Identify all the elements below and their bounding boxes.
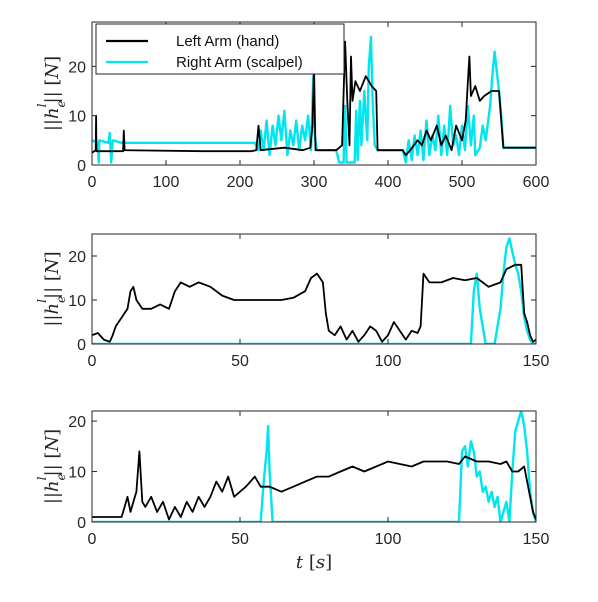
legend: Left Arm (hand) Right Arm (scalpel): [95, 23, 345, 75]
series-left-arm-1: [92, 40, 536, 156]
y-axis-label-1: ||hel|| [N]: [35, 56, 68, 131]
legend-label-left: Left Arm (hand): [176, 33, 279, 50]
series-right-arm-3: [92, 411, 536, 522]
axes-frame-3: [91, 410, 537, 523]
panel-1: 0 100 200 300 400 500 600 0 10 20||hel|| [N]: [35, 21, 550, 191]
legend-label-right: Right Arm (scalpel): [176, 54, 303, 71]
x-axis-label: t [s]: [296, 552, 332, 573]
series-left-arm-2: [92, 263, 536, 343]
x-tick-label: 600: [523, 174, 550, 191]
x-tick-label: 50: [231, 531, 249, 548]
legend-box: [95, 23, 345, 75]
x-tick-label: 0: [88, 353, 97, 370]
series-right-arm-2: [92, 237, 536, 344]
x-tick-label: 0: [88, 531, 97, 548]
y-axis-label-2: ||hel|| [N]: [35, 251, 68, 326]
x-tick-label: 0: [88, 174, 97, 191]
y-tick-label: 0: [77, 515, 86, 532]
y-tick-label: 0: [77, 158, 86, 175]
x-tick-label: 150: [523, 531, 550, 548]
x-tick-label: 50: [231, 353, 249, 370]
series-right-arm-1: [92, 35, 536, 164]
y-tick-label: 10: [68, 109, 86, 126]
y-tick-label: 10: [68, 465, 86, 482]
y-axis-label-3: ||hel|| [N]: [35, 429, 68, 504]
x-tick-label: 100: [153, 174, 180, 191]
panel-3: 0 50 100 150 0 10 20||hel|| [N]: [35, 410, 550, 548]
panel-2: 0 50 100 150 0 10 20||hel|| [N]: [35, 233, 550, 370]
y-tick-label: 0: [77, 337, 86, 354]
x-tick-label: 100: [375, 353, 402, 370]
y-tick-label: 20: [68, 249, 86, 266]
y-tick-label: 10: [68, 293, 86, 310]
y-tick-label: 20: [68, 414, 86, 431]
y-tick-label: 20: [68, 59, 86, 76]
series-left-arm-3: [92, 450, 536, 521]
x-tick-label: 500: [449, 174, 476, 191]
x-tick-label: 300: [301, 174, 328, 191]
axes-frame-2: [91, 233, 537, 345]
x-tick-label: 400: [375, 174, 402, 191]
x-tick-label: 100: [375, 531, 402, 548]
x-tick-label: 200: [227, 174, 254, 191]
x-tick-label: 150: [523, 353, 550, 370]
